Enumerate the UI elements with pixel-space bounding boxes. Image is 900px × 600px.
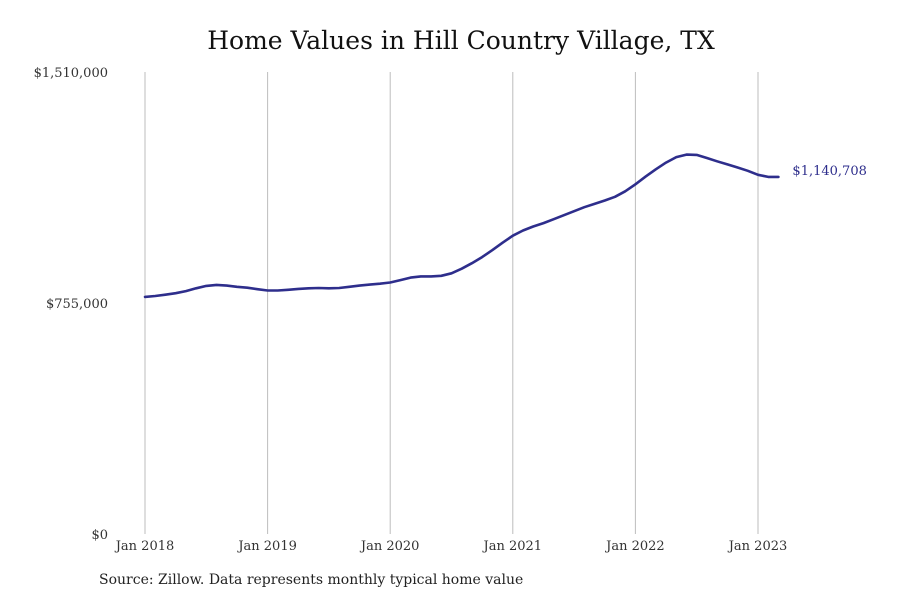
source-note: Source: Zillow. Data represents monthly …: [99, 572, 524, 588]
x-tick-label: Jan 2020: [359, 539, 420, 554]
y-axis-ticks: $0 $755,000 $1,510,000: [34, 66, 108, 543]
x-tick-label: Jan 2018: [114, 539, 175, 554]
x-tick-label: Jan 2019: [236, 539, 297, 554]
x-tick-label: Jan 2023: [727, 539, 788, 554]
chart-title: Home Values in Hill Country Village, TX: [207, 26, 715, 55]
y-tick-label: $755,000: [46, 297, 108, 312]
y-tick-label: $1,510,000: [34, 66, 108, 81]
y-tick-label: $0: [91, 528, 108, 543]
x-tick-label: Jan 2022: [604, 539, 665, 554]
x-axis-ticks: Jan 2018 Jan 2019 Jan 2020 Jan 2021 Jan 2022…: [114, 539, 788, 554]
grid-lines: [144, 72, 759, 534]
home-value-series-line: [143, 153, 780, 299]
latest-value-label: $1,140,708: [792, 164, 866, 179]
x-tick-label: Jan 2021: [482, 539, 543, 554]
